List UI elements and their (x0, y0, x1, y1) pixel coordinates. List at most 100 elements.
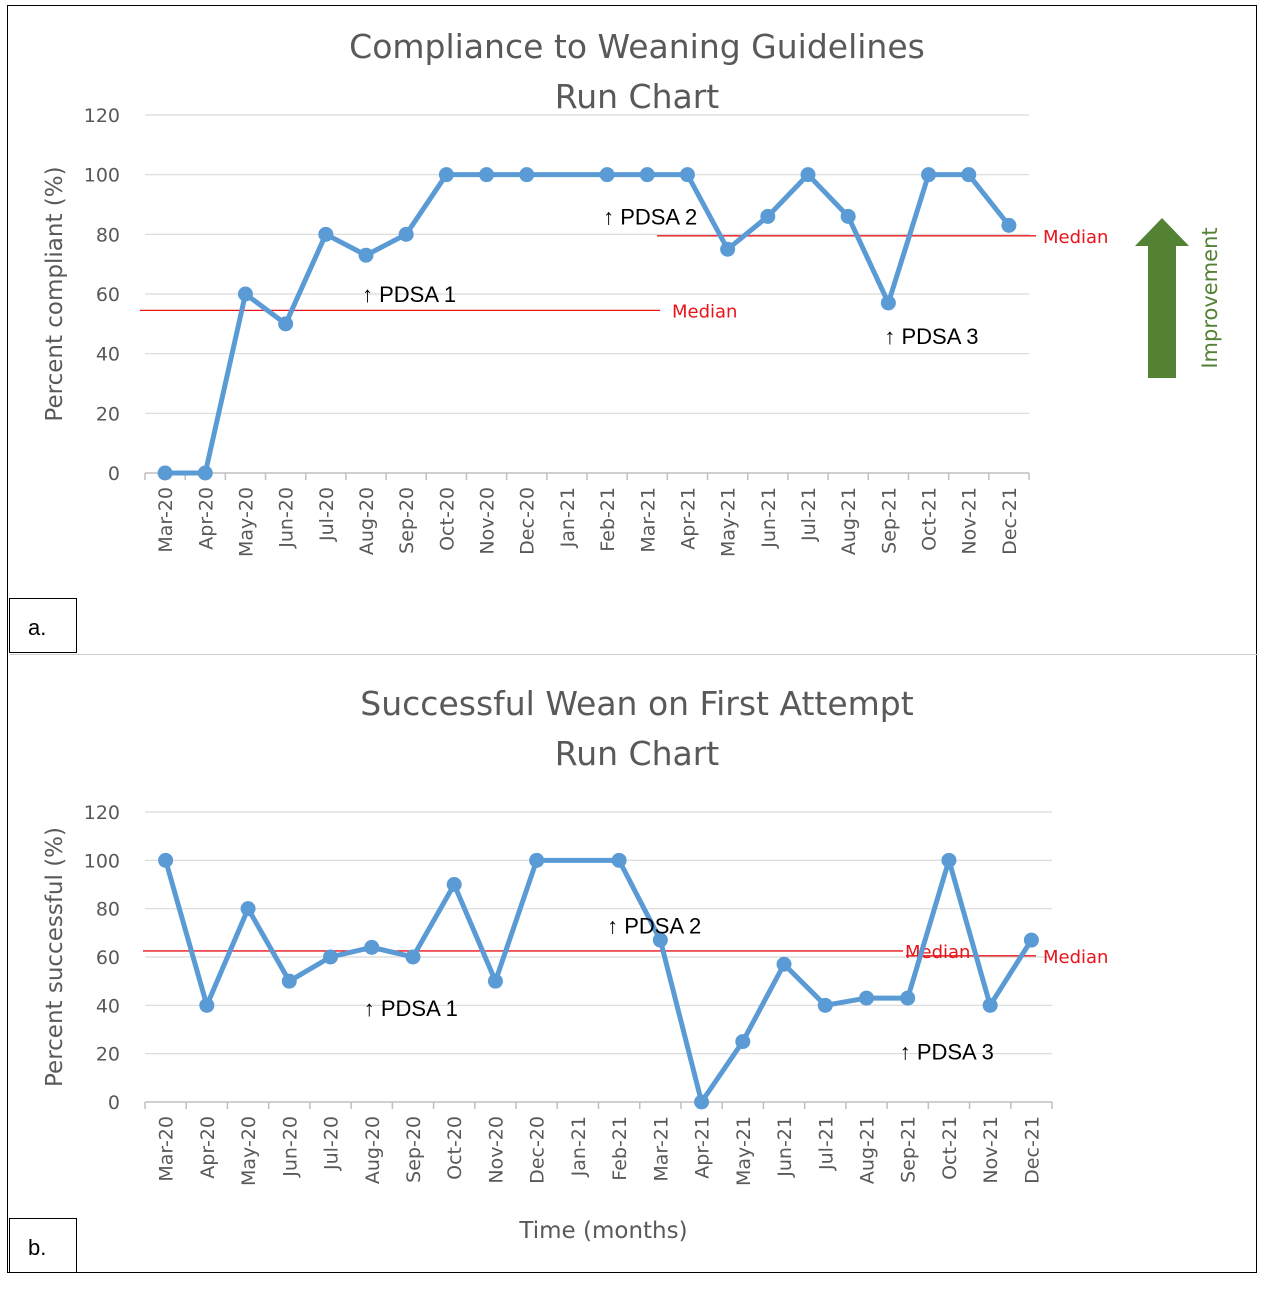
x-tick-label: May-20 (235, 487, 257, 557)
median-label: Median (1043, 947, 1108, 968)
pdsa-annotation: ↑ PDSA 1 (362, 282, 456, 307)
data-point (1023, 932, 1039, 948)
y-tick-label: 0 (108, 463, 120, 485)
y-tick-label: 100 (84, 165, 120, 187)
data-point (318, 226, 334, 242)
data-point (900, 990, 916, 1006)
x-tick-label: May-20 (238, 1116, 260, 1186)
data-point (800, 167, 816, 183)
x-tick-label: Jan-21 (557, 487, 579, 548)
data-point (281, 973, 297, 989)
x-tick-label: Jul-21 (815, 1116, 837, 1171)
x-axis-title: Time (months) (518, 1218, 687, 1244)
data-point (735, 1034, 751, 1050)
pdsa-annotation: ↑ PDSA 3 (900, 1039, 994, 1064)
data-point (438, 167, 454, 183)
x-tick-label: Nov-20 (485, 1116, 507, 1184)
x-tick-label: Jun-21 (758, 487, 780, 549)
data-point (941, 852, 957, 868)
pdsa-annotation: ↑ PDSA 1 (364, 996, 458, 1021)
figure-frame (7, 5, 1257, 1273)
x-tick-label: Jun-20 (279, 1116, 301, 1178)
chart-b: Successful Wean on First Attempt Run Char… (42, 684, 1108, 1244)
median-label: Median (1043, 227, 1108, 248)
chart-title-line-1: Compliance to Weaning Guidelines (349, 27, 925, 66)
y-tick-label: 0 (108, 1092, 120, 1114)
x-tick-label: Nov-20 (477, 487, 499, 555)
data-point (679, 167, 695, 183)
data-point (840, 208, 856, 224)
data-point (639, 167, 655, 183)
y-tick-label: 60 (96, 284, 120, 306)
data-point (405, 949, 421, 965)
x-tick-label: Nov-21 (959, 487, 981, 555)
x-tick-label: Sep-20 (396, 487, 418, 554)
x-tick-label: Oct-21 (919, 487, 941, 551)
data-point (694, 1094, 710, 1110)
x-tick-label: Sep-20 (403, 1116, 425, 1183)
data-point (961, 167, 977, 183)
median-label: Median (905, 942, 970, 963)
data-point (479, 167, 495, 183)
x-tick-label: Jul-20 (316, 487, 338, 542)
x-tick-label: Apr-21 (677, 487, 699, 550)
data-point (880, 295, 896, 311)
x-tick-label: Dec-20 (527, 1116, 549, 1184)
data-point (817, 997, 833, 1013)
x-tick-label: Oct-20 (436, 487, 458, 551)
x-tick-label: Dec-21 (1021, 1116, 1043, 1184)
chart-title-line-1: Successful Wean on First Attempt (360, 684, 913, 723)
y-axis-title: Percent compliant (%) (42, 166, 68, 421)
x-tick-label: Sep-21 (878, 487, 900, 554)
x-tick-label: Jan-21 (568, 1116, 590, 1177)
x-tick-label: Jun-21 (774, 1116, 796, 1178)
x-tick-label: Feb-21 (597, 487, 619, 552)
x-tick-label: Oct-21 (939, 1116, 961, 1180)
data-point (652, 932, 668, 948)
x-tick-label: Mar-20 (155, 487, 177, 553)
data-point (278, 316, 294, 332)
y-tick-label: 40 (96, 344, 120, 366)
panel-divider (9, 654, 1257, 655)
data-point (446, 877, 462, 892)
y-tick-label: 100 (84, 850, 120, 872)
x-tick-label: Apr-20 (197, 1116, 219, 1179)
x-tick-label: Oct-20 (444, 1116, 466, 1180)
improvement-arrow-icon (1135, 218, 1189, 378)
data-point (1001, 217, 1017, 233)
data-point (529, 852, 545, 868)
data-point (398, 226, 414, 242)
data-point (240, 901, 256, 917)
data-point (237, 286, 253, 302)
x-tick-label: Aug-21 (838, 487, 860, 555)
y-tick-label: 80 (96, 224, 120, 246)
data-point (921, 167, 937, 183)
data-point (323, 949, 339, 965)
y-tick-label: 20 (96, 403, 120, 425)
pdsa-annotation: ↑ PDSA 2 (603, 204, 697, 229)
data-point (760, 208, 776, 224)
pdsa-annotation: ↑ PDSA 3 (884, 324, 978, 349)
median-label: Median (672, 301, 737, 322)
x-tick-label: Nov-21 (980, 1116, 1002, 1184)
x-tick-label: Sep-21 (898, 1116, 920, 1183)
x-tick-label: Aug-21 (856, 1116, 878, 1184)
data-point (358, 247, 374, 263)
x-tick-label: Mar-21 (637, 487, 659, 553)
data-point (611, 852, 627, 868)
data-point (519, 167, 535, 183)
pdsa-annotation: ↑ PDSA 2 (607, 914, 701, 939)
x-tick-label: May-21 (718, 487, 740, 557)
data-point (776, 956, 792, 972)
data-point (487, 973, 503, 989)
x-tick-label: Apr-20 (195, 487, 217, 550)
y-tick-label: 120 (84, 802, 120, 824)
data-point (720, 241, 736, 257)
chart-title-line-2: Run Chart (555, 734, 720, 773)
x-tick-label: Aug-20 (362, 1116, 384, 1184)
data-point (157, 465, 173, 481)
data-point (982, 997, 998, 1013)
x-tick-label: Dec-20 (517, 487, 539, 555)
y-tick-label: 80 (96, 899, 120, 921)
